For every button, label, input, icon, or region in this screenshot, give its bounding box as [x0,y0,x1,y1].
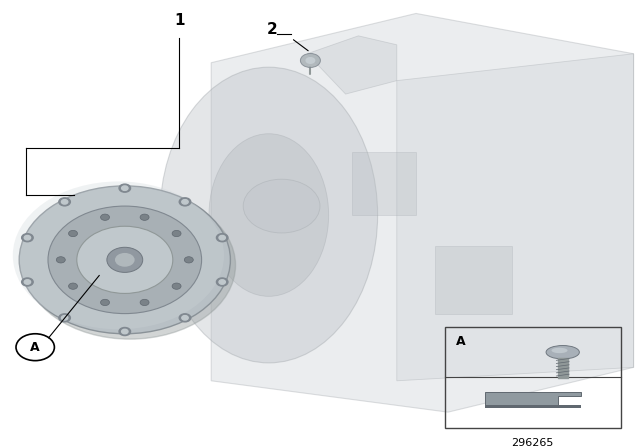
Circle shape [305,57,316,64]
Circle shape [140,214,149,220]
Circle shape [219,280,225,284]
Polygon shape [211,13,634,412]
Circle shape [100,299,109,306]
Circle shape [61,200,68,204]
Ellipse shape [546,345,579,359]
Circle shape [182,200,188,204]
Circle shape [19,186,230,334]
Circle shape [22,234,33,242]
Ellipse shape [209,134,329,297]
Text: 296265: 296265 [511,438,554,448]
Text: 2: 2 [267,22,277,37]
Circle shape [100,214,109,220]
Circle shape [216,278,228,286]
Circle shape [24,191,236,339]
Circle shape [172,230,181,237]
Ellipse shape [160,67,378,363]
Circle shape [216,234,228,242]
Circle shape [243,179,320,233]
Text: 1: 1 [174,13,184,28]
Polygon shape [485,405,581,408]
Text: A: A [456,335,466,348]
Circle shape [24,236,31,240]
Circle shape [68,283,77,289]
Circle shape [184,257,193,263]
Circle shape [122,186,128,190]
Circle shape [68,230,77,237]
Circle shape [48,206,202,314]
Bar [352,152,416,215]
Circle shape [59,198,70,206]
Circle shape [24,280,31,284]
Bar [445,327,621,428]
Circle shape [182,315,188,320]
Circle shape [172,283,181,289]
Circle shape [122,329,128,334]
Circle shape [59,314,70,322]
Circle shape [13,181,224,329]
Circle shape [179,198,191,206]
Circle shape [119,184,131,192]
Circle shape [61,315,68,320]
Circle shape [300,53,321,68]
Bar [435,246,512,314]
Ellipse shape [552,348,568,353]
Polygon shape [307,36,397,94]
Polygon shape [485,392,581,405]
Polygon shape [397,54,634,381]
Text: A: A [30,340,40,354]
Circle shape [77,226,173,293]
Circle shape [219,236,225,240]
Circle shape [107,247,143,272]
Circle shape [56,257,65,263]
Circle shape [179,314,191,322]
Circle shape [140,299,149,306]
Circle shape [22,278,33,286]
Circle shape [115,253,134,267]
Circle shape [119,327,131,336]
